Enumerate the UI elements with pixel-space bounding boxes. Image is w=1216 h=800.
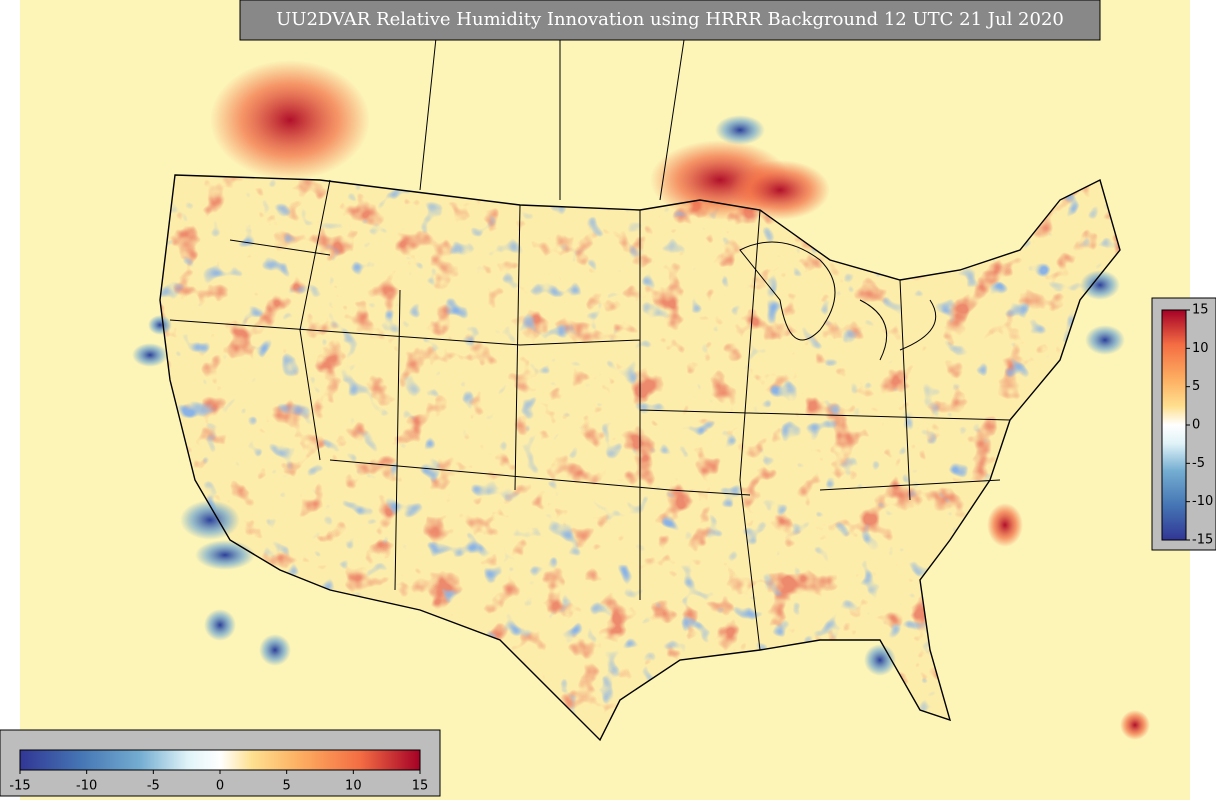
tick-label: 5: [1192, 379, 1200, 394]
tick-label: -5: [147, 779, 160, 794]
colorbar-bar: [19, 749, 421, 771]
tick-label: 0: [216, 779, 224, 794]
tick-label: 15: [412, 779, 429, 794]
tick-label: 10: [1192, 341, 1209, 356]
tick-label: -15: [9, 779, 30, 794]
colorbar-horizontal: -15 -10 -5 0 5 10 15: [0, 729, 441, 797]
tick-label: 5: [283, 779, 291, 794]
colorbar-vertical: 15 10 5 0 -5 -10 -15: [1151, 297, 1216, 551]
frame-left: [0, 0, 20, 800]
tick-label: 0: [1192, 418, 1200, 433]
tick-label: -5: [1192, 456, 1205, 471]
tick-label: -10: [76, 779, 97, 794]
tick-label: 15: [1192, 303, 1209, 318]
title: UU2DVAR Relative Humidity Innovation usi…: [276, 9, 1064, 30]
tick-label: -10: [1192, 494, 1213, 509]
boundaries: [159, 0, 1121, 742]
tick-label: -15: [1192, 533, 1213, 548]
colorbar-bar: [1161, 309, 1187, 541]
tick-label: 10: [345, 779, 362, 794]
title-box: [239, 0, 1101, 41]
